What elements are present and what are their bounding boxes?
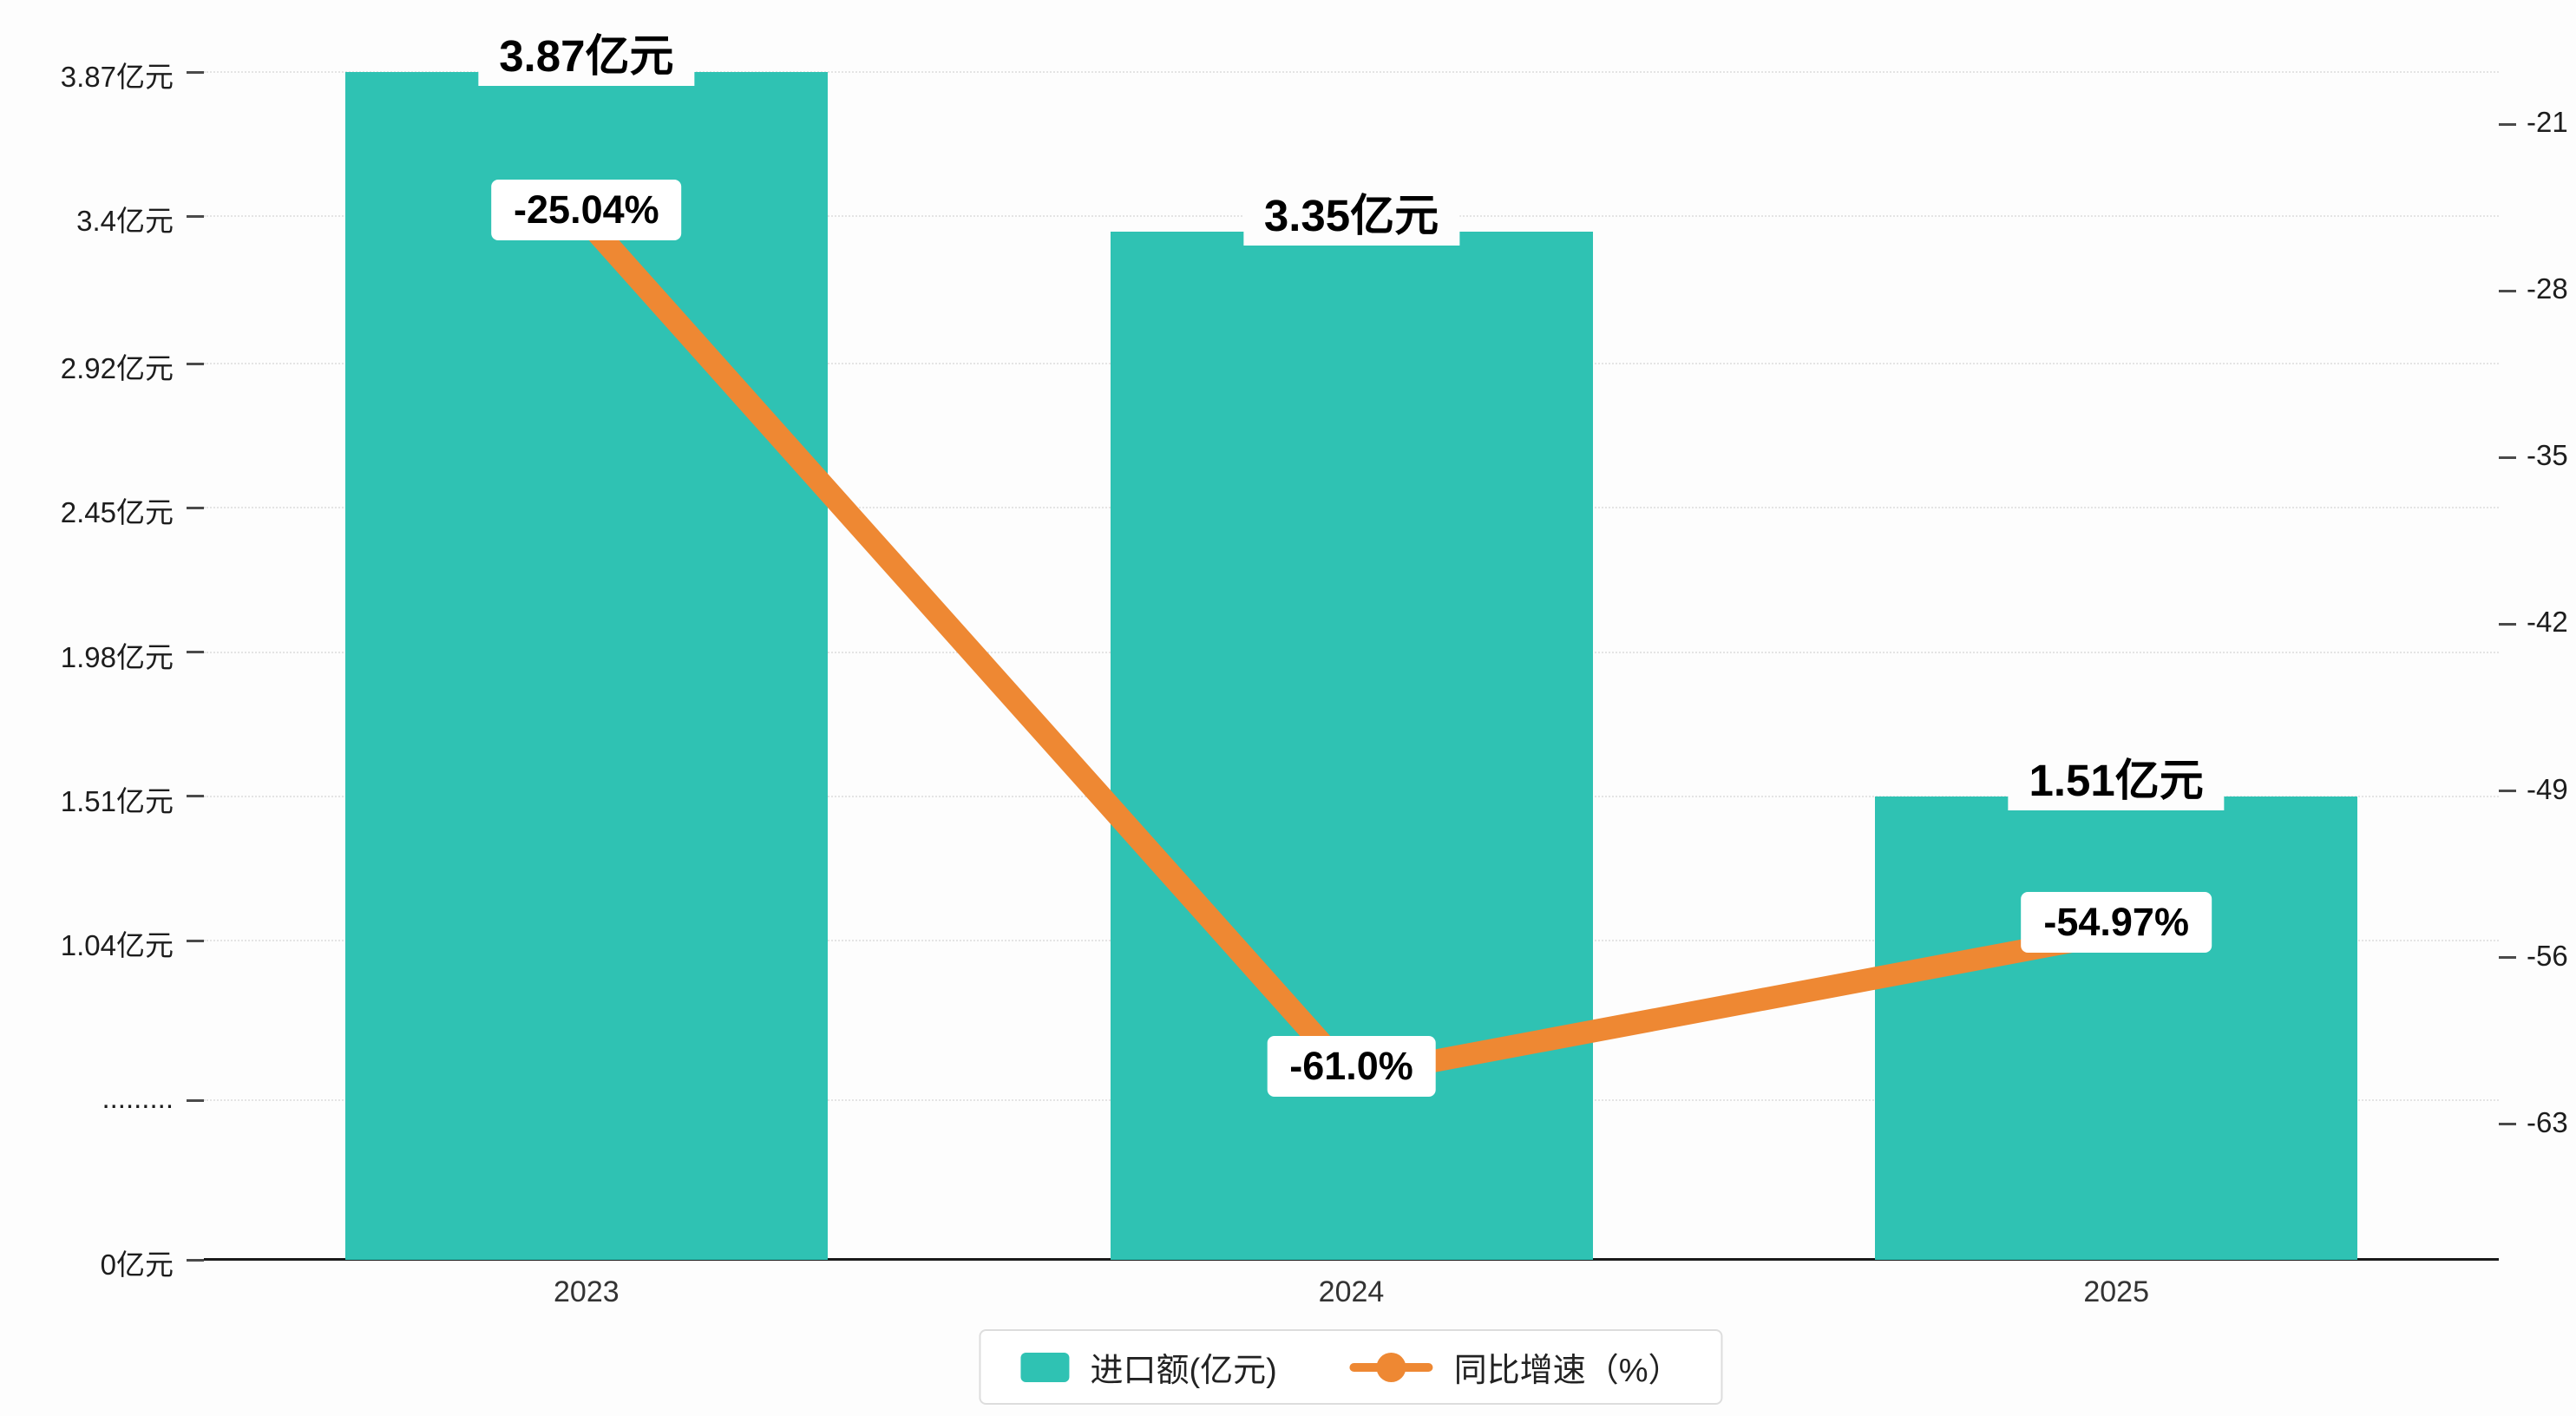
gridline <box>204 71 2499 73</box>
right-axis-tick-mark <box>2499 790 2516 793</box>
left-axis-tick-label: ......... <box>102 1082 174 1115</box>
legend-label: 同比增速（%） <box>1453 1353 1681 1389</box>
bar-value-label-2023: 3.87亿元 <box>478 27 695 86</box>
line-series-dot-icon <box>1376 1352 1406 1382</box>
left-axis-tick-label: 1.51亿元 <box>60 784 174 817</box>
right-axis-tick-label: -42 <box>2527 606 2568 639</box>
bar-2023 <box>344 72 828 1260</box>
left-axis-tick-mark <box>187 939 204 942</box>
right-axis-tick-label: -21 <box>2527 106 2568 139</box>
right-axis-tick-label: -49 <box>2527 772 2568 805</box>
line-value-label-2024: -61.0% <box>1267 1035 1436 1097</box>
left-axis-tick-mark <box>187 651 204 654</box>
right-axis-tick-mark <box>2499 1123 2516 1126</box>
x-axis-label-2024: 2024 <box>1318 1275 1385 1308</box>
bar-value-label-2025: 1.51亿元 <box>2008 751 2225 810</box>
right-axis-tick-label: -63 <box>2527 1105 2568 1138</box>
bar-series-swatch <box>1020 1352 1070 1382</box>
x-axis-label-2023: 2023 <box>554 1275 619 1308</box>
left-axis-tick-mark <box>187 214 204 218</box>
left-axis-tick-mark <box>187 362 204 365</box>
line-value-label-2025: -54.97% <box>2021 892 2212 954</box>
right-axis-tick-label: -56 <box>2527 939 2568 972</box>
right-axis-tick-label: -28 <box>2527 272 2568 305</box>
left-axis-tick-mark <box>187 795 204 798</box>
right-axis-tick-mark <box>2499 122 2516 126</box>
right-axis-tick-mark <box>2499 289 2516 292</box>
left-axis-tick-label: 0亿元 <box>100 1249 174 1281</box>
legend-label: 进口额(亿元) <box>1090 1353 1277 1389</box>
line-series-marker <box>1349 1352 1433 1382</box>
left-axis-tick-mark <box>187 1258 204 1262</box>
left-axis-tick-label: 1.04亿元 <box>60 929 174 962</box>
left-axis-tick-label: 1.98亿元 <box>60 640 174 673</box>
legend-item-yoy-growth[interactable]: 同比增速（%） <box>1349 1343 1681 1391</box>
right-axis-tick-mark <box>2499 956 2516 960</box>
left-axis-tick-mark <box>187 506 204 509</box>
line-value-label-2023: -25.04% <box>491 180 682 241</box>
bar-2025 <box>1875 796 2358 1260</box>
left-axis-tick-label: 2.45亿元 <box>60 496 174 529</box>
legend: 进口额(亿元) 同比增速（%） <box>979 1329 1723 1405</box>
left-axis-tick-mark <box>187 70 204 74</box>
left-axis-tick-label: 3.87亿元 <box>60 61 174 93</box>
x-axis-label-2025: 2025 <box>2083 1275 2149 1308</box>
right-axis-tick-label: -35 <box>2527 439 2568 472</box>
right-axis-tick-mark <box>2499 456 2516 459</box>
left-axis-tick-label: 2.92亿元 <box>60 352 174 385</box>
bar-2024 <box>1110 231 1593 1260</box>
bar-value-label-2024: 3.35亿元 <box>1242 186 1460 246</box>
right-axis-tick-mark <box>2499 622 2516 626</box>
legend-item-import-value[interactable]: 进口额(亿元) <box>1020 1343 1277 1391</box>
left-axis-tick-label: 3.4亿元 <box>76 205 174 238</box>
left-axis-tick-mark <box>187 1098 204 1102</box>
